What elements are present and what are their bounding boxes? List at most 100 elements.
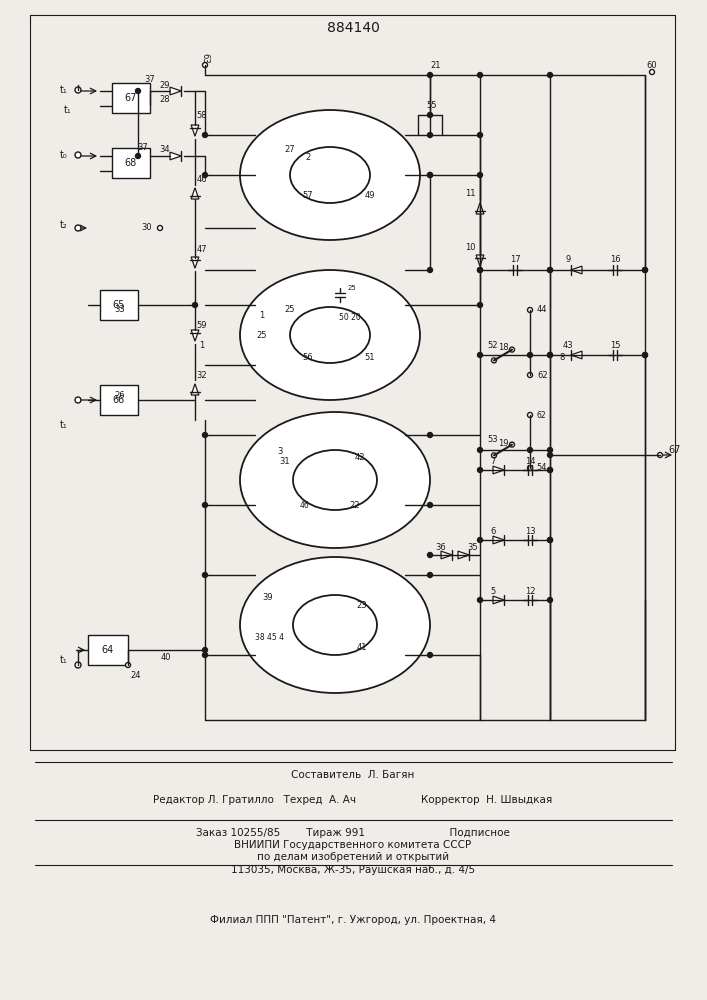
Polygon shape <box>476 203 484 214</box>
Circle shape <box>192 302 197 308</box>
Polygon shape <box>441 551 452 559</box>
Text: 42: 42 <box>355 454 366 462</box>
Polygon shape <box>571 266 582 274</box>
Text: 24: 24 <box>130 670 141 680</box>
Circle shape <box>428 112 433 117</box>
Circle shape <box>527 412 532 418</box>
Text: 52: 52 <box>488 340 498 350</box>
Circle shape <box>547 538 552 542</box>
Text: 19: 19 <box>498 438 508 448</box>
Text: 41: 41 <box>357 644 367 652</box>
Bar <box>112 148 150 178</box>
Text: 2: 2 <box>305 153 310 162</box>
Circle shape <box>428 652 433 658</box>
Polygon shape <box>191 125 199 136</box>
Polygon shape <box>191 257 199 268</box>
Text: 13: 13 <box>525 528 535 536</box>
Ellipse shape <box>240 110 420 240</box>
Text: 25: 25 <box>285 306 296 314</box>
Circle shape <box>547 452 552 458</box>
Text: 68: 68 <box>125 158 137 168</box>
Text: 44: 44 <box>537 306 547 314</box>
Text: 9: 9 <box>566 255 571 264</box>
Ellipse shape <box>240 270 420 400</box>
Circle shape <box>126 662 131 668</box>
Circle shape <box>527 448 532 452</box>
Circle shape <box>477 597 482 602</box>
Text: 37: 37 <box>137 143 148 152</box>
Circle shape <box>428 172 433 178</box>
Text: 18: 18 <box>498 344 508 353</box>
Text: 38 45 4: 38 45 4 <box>255 634 284 643</box>
Text: 21: 21 <box>431 60 441 70</box>
Polygon shape <box>493 596 504 604</box>
Bar <box>88 635 128 665</box>
Text: 56: 56 <box>303 354 313 362</box>
Circle shape <box>75 152 81 158</box>
Text: 26: 26 <box>115 390 125 399</box>
Text: 32: 32 <box>197 370 207 379</box>
Text: t₁: t₁ <box>60 420 68 430</box>
Circle shape <box>428 572 433 578</box>
Text: 46: 46 <box>300 500 310 510</box>
Circle shape <box>547 468 552 473</box>
Text: 22: 22 <box>350 500 361 510</box>
Text: 67: 67 <box>125 93 137 103</box>
Polygon shape <box>191 330 199 341</box>
Polygon shape <box>191 384 199 395</box>
Circle shape <box>136 153 141 158</box>
Text: 43: 43 <box>563 340 573 350</box>
Text: 1: 1 <box>199 340 204 350</box>
Circle shape <box>643 353 648 358</box>
Ellipse shape <box>293 450 377 510</box>
Polygon shape <box>493 466 504 474</box>
Circle shape <box>491 358 496 363</box>
Text: 1: 1 <box>259 310 264 320</box>
Text: 34: 34 <box>160 145 170 154</box>
Circle shape <box>428 267 433 272</box>
Text: 5: 5 <box>491 587 496 596</box>
Text: t₁: t₁ <box>60 655 68 665</box>
Text: 67: 67 <box>668 445 680 455</box>
Circle shape <box>428 132 433 137</box>
Circle shape <box>202 502 207 508</box>
Circle shape <box>75 397 81 403</box>
Circle shape <box>202 132 207 137</box>
Text: Филиал ППП "Патент", г. Ужгород, ул. Проектная, 4: Филиал ППП "Патент", г. Ужгород, ул. Про… <box>210 915 496 925</box>
Text: t₀: t₀ <box>60 150 68 160</box>
Circle shape <box>477 538 482 542</box>
Circle shape <box>477 448 482 452</box>
Polygon shape <box>191 188 199 199</box>
Text: 62: 62 <box>537 370 548 379</box>
Circle shape <box>428 502 433 508</box>
Circle shape <box>202 172 207 178</box>
Circle shape <box>202 432 207 438</box>
Circle shape <box>158 226 163 231</box>
Polygon shape <box>170 152 181 160</box>
Circle shape <box>650 70 655 75</box>
Circle shape <box>75 87 81 93</box>
Circle shape <box>547 538 552 542</box>
Text: 58: 58 <box>197 110 207 119</box>
Ellipse shape <box>293 595 377 655</box>
Text: 63: 63 <box>201 53 209 63</box>
Polygon shape <box>476 255 484 266</box>
Ellipse shape <box>240 412 430 548</box>
Circle shape <box>527 466 532 471</box>
Bar <box>100 290 138 320</box>
Text: 40: 40 <box>160 654 171 662</box>
Text: 10: 10 <box>464 243 475 252</box>
Text: 59: 59 <box>197 320 207 330</box>
Text: 11: 11 <box>464 188 475 198</box>
Text: 54: 54 <box>536 464 547 473</box>
Text: 47: 47 <box>197 245 207 254</box>
Text: 35: 35 <box>468 542 479 552</box>
Circle shape <box>547 353 552 358</box>
Text: 25: 25 <box>348 285 356 291</box>
Polygon shape <box>458 551 469 559</box>
Circle shape <box>75 662 81 668</box>
Text: 62: 62 <box>537 410 547 420</box>
Text: t₁: t₁ <box>60 85 68 95</box>
Text: Составитель  Л. Багян: Составитель Л. Багян <box>291 770 415 780</box>
Ellipse shape <box>290 147 370 203</box>
